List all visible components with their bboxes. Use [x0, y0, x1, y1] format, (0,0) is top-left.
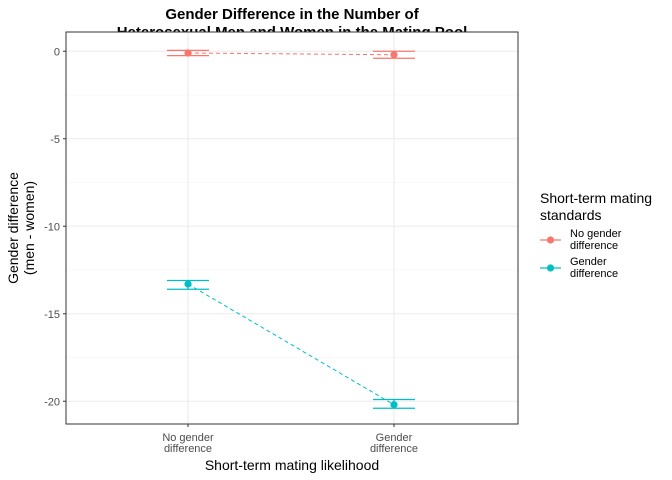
y-tick-label: -15: [44, 309, 60, 321]
series-line: [187, 283, 395, 406]
x-axis-title-text: Short-term mating likelihood: [205, 457, 379, 473]
series-line: [187, 52, 395, 56]
y-axis-title-line: (men - women): [21, 181, 37, 275]
legend-label-line: Gender: [570, 256, 607, 268]
legend-key-point: [546, 264, 555, 272]
legend-key-point: [546, 236, 555, 244]
grid-minor: [66, 94, 518, 358]
plot-panel: [66, 32, 518, 424]
legend-label-line: No gender: [570, 228, 622, 240]
y-tick-label: 0: [54, 46, 60, 58]
chart-title-line: Gender Difference in the Number of: [165, 6, 419, 23]
legend-label-line: difference: [570, 268, 618, 280]
plot-border: [65, 31, 519, 425]
series-0: [167, 49, 415, 59]
y-axis-title-line: Gender difference: [5, 172, 21, 284]
x-tick-label: No gender: [162, 432, 214, 444]
grid-major: [66, 32, 518, 424]
y-axis-title: Gender difference (men - women): [5, 172, 37, 284]
y-tick-label: -5: [50, 134, 60, 146]
series-1: [167, 279, 415, 409]
data-point: [390, 401, 398, 409]
legend-title-line: Short-term mating: [540, 190, 652, 206]
x-tick-label: Gender: [376, 432, 413, 444]
y-tick-label: -10: [44, 221, 60, 233]
legend-title-line: standards: [540, 207, 601, 223]
y-axis: 0 -5 -10 -15 -20: [44, 46, 66, 408]
x-axis-title: Short-term mating likelihood: [205, 457, 379, 473]
legend-label-line: difference: [570, 240, 618, 252]
x-tick-label: difference: [164, 443, 212, 455]
data-point: [184, 49, 192, 57]
y-tick-label: -20: [44, 396, 60, 408]
data-point: [184, 280, 192, 288]
data-point: [390, 51, 398, 59]
x-tick-label: difference: [370, 443, 418, 455]
series: [167, 49, 415, 409]
